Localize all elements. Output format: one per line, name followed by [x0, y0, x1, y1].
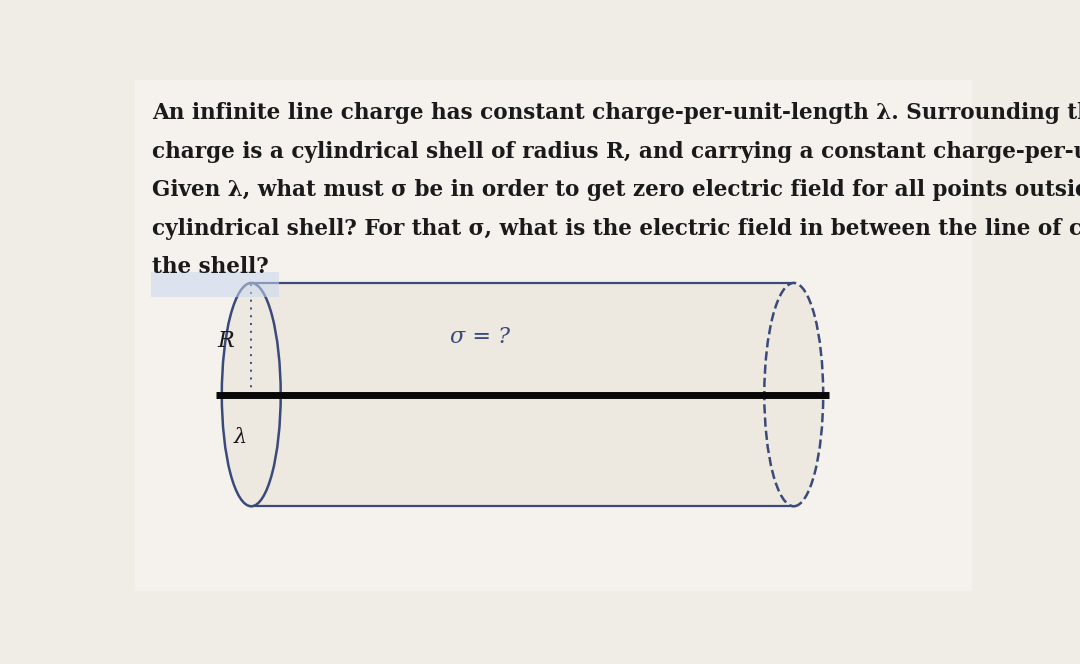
Ellipse shape [765, 283, 823, 506]
Text: Given λ, what must σ be in order to get zero electric field for all points outsi: Given λ, what must σ be in order to get … [152, 179, 1080, 201]
Text: the shell?: the shell? [152, 256, 269, 278]
Ellipse shape [221, 283, 281, 506]
Text: σ = ?: σ = ? [450, 325, 510, 347]
Text: charge is a cylindrical shell of radius R, and carrying a constant charge-per-un: charge is a cylindrical shell of radius … [152, 141, 1080, 163]
Text: cylindrical shell? For that σ, what is the electric field in between the line of: cylindrical shell? For that σ, what is t… [152, 218, 1080, 240]
Text: λ: λ [234, 428, 247, 446]
Text: An infinite line charge has constant charge-per-unit-length λ. Surrounding the l: An infinite line charge has constant cha… [152, 102, 1080, 124]
Bar [252, 283, 794, 506]
Bar [151, 272, 279, 297]
Text: R: R [217, 330, 234, 352]
